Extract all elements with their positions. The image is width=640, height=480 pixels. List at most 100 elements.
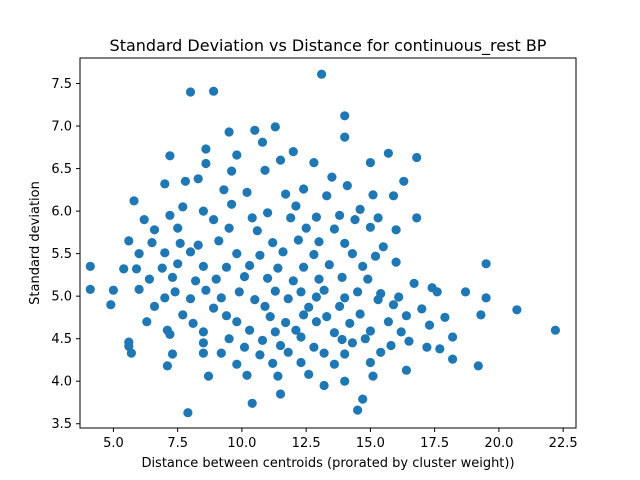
data-point — [448, 332, 458, 342]
data-point — [247, 213, 257, 223]
data-point — [355, 204, 365, 214]
data-point — [178, 310, 188, 320]
data-point — [227, 166, 237, 176]
data-point — [299, 184, 309, 194]
data-point — [239, 272, 250, 282]
data-point — [245, 260, 255, 271]
data-point — [108, 285, 118, 295]
data-point — [270, 286, 280, 296]
data-point — [270, 122, 280, 132]
data-point — [175, 238, 185, 248]
data-point — [391, 225, 401, 235]
data-point — [198, 338, 208, 348]
data-point — [322, 312, 332, 322]
data-point — [270, 327, 280, 337]
data-point — [388, 300, 399, 310]
data-point — [211, 274, 221, 284]
data-point — [85, 284, 95, 294]
data-point — [252, 226, 262, 236]
data-point — [319, 348, 329, 358]
data-point — [139, 215, 149, 225]
data-point — [311, 212, 321, 222]
data-point — [216, 293, 226, 303]
data-point — [129, 196, 139, 206]
x-tick-label: 12.5 — [292, 436, 321, 451]
data-point — [329, 359, 339, 369]
data-point — [309, 158, 319, 168]
data-point — [383, 148, 393, 158]
data-point — [314, 237, 324, 247]
x-tick-label: 17.5 — [420, 436, 449, 451]
data-point — [355, 309, 365, 319]
data-point — [293, 235, 303, 245]
data-point — [160, 248, 170, 258]
data-point — [224, 127, 234, 137]
x-tick-label: 10.0 — [227, 436, 256, 451]
data-point — [144, 274, 154, 284]
data-point — [376, 347, 386, 357]
data-point — [337, 272, 347, 282]
data-point — [340, 111, 350, 121]
data-point — [448, 354, 458, 364]
data-point — [353, 287, 363, 297]
data-point — [481, 259, 491, 269]
data-point — [106, 300, 116, 310]
data-point — [329, 328, 339, 338]
data-point — [368, 371, 378, 381]
data-point — [340, 132, 350, 142]
data-point — [209, 215, 219, 225]
data-point — [167, 349, 178, 359]
data-point — [396, 327, 406, 337]
data-point — [275, 155, 286, 165]
data-point — [365, 222, 375, 232]
data-point — [512, 305, 522, 315]
data-point — [337, 334, 347, 345]
data-point — [124, 236, 134, 246]
data-point — [263, 273, 273, 283]
data-point — [404, 336, 414, 346]
x-tick-label: 22.5 — [549, 436, 578, 451]
data-point — [291, 201, 301, 211]
data-point — [165, 210, 175, 220]
plot-frame — [79, 57, 577, 429]
data-point — [255, 350, 265, 360]
data-point — [242, 370, 252, 380]
data-point — [203, 371, 214, 381]
data-point — [232, 359, 242, 369]
data-point — [383, 317, 393, 327]
data-point — [131, 264, 142, 274]
data-point — [391, 257, 401, 267]
data-point — [550, 325, 561, 335]
data-point — [185, 87, 196, 97]
data-point — [394, 292, 404, 302]
data-point — [327, 172, 337, 182]
data-point — [160, 293, 170, 303]
points-layer — [85, 69, 561, 418]
data-point — [214, 236, 224, 246]
y-axis: 3.5 4.0 4.5 5.0 5.5 6.0 6.5 7.0 7.5 — [51, 77, 80, 432]
data-point — [167, 272, 178, 282]
data-point — [460, 287, 471, 297]
data-point — [365, 326, 375, 336]
data-point — [412, 152, 422, 163]
data-point — [363, 274, 373, 284]
data-point — [340, 376, 350, 386]
data-point — [273, 263, 283, 273]
x-tick-label: 5.0 — [103, 436, 124, 451]
data-point — [219, 185, 229, 195]
data-point — [360, 334, 370, 344]
data-point — [296, 287, 306, 297]
data-point — [440, 312, 450, 322]
data-point — [268, 358, 278, 368]
data-point — [185, 247, 196, 257]
y-tick-label: 4.5 — [51, 332, 72, 347]
data-point — [260, 301, 270, 311]
data-point — [291, 325, 301, 335]
data-point — [265, 312, 275, 322]
data-point — [201, 144, 211, 154]
data-point — [173, 259, 183, 269]
data-point — [304, 369, 314, 379]
data-point — [432, 287, 442, 297]
data-point — [319, 285, 329, 295]
x-axis-label: Distance between centroids (prorated by … — [141, 456, 514, 471]
